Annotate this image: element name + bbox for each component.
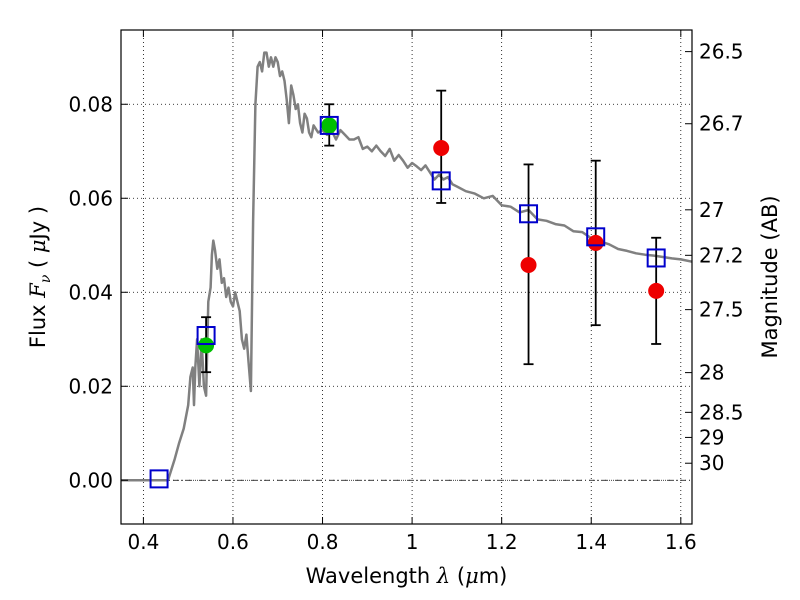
observed-point-nir: [520, 257, 537, 274]
y-tick-label: 0.06: [68, 186, 113, 210]
model-sed-curve: [121, 51, 693, 482]
plot-frame: [120, 29, 693, 525]
observed-point-nir: [433, 139, 450, 156]
model-photometry-point: [586, 227, 606, 247]
observed-point-nir: [587, 234, 604, 251]
observed-points: [198, 117, 665, 354]
observed-point-optical: [321, 117, 338, 134]
y2-tick-label: 29: [699, 425, 724, 449]
axis-titles: Wavelength λ (μm) Flux Fν ( μJy ) Magnitud…: [26, 195, 782, 588]
y-axis-title: Flux Fν ( μJy ): [26, 206, 54, 348]
model-photometry-point: [431, 171, 451, 191]
y2-axis-title: Magnitude (AB): [758, 195, 782, 358]
model-photometry-point: [149, 469, 169, 489]
y-tick-label: 0.08: [68, 92, 113, 116]
y-tick-label: 0.00: [68, 468, 113, 492]
y2-tick-label: 27.5: [699, 298, 744, 322]
model-photometry-point: [319, 115, 339, 135]
model-photometry-point: [196, 326, 216, 346]
x-tick-label: 1.6: [665, 530, 697, 554]
x-tick-label: 0.4: [127, 530, 159, 554]
model-sed-layer: [121, 51, 693, 482]
axis-ticks: [121, 30, 692, 524]
model-photometry-point: [646, 248, 666, 268]
y2-tick-label: 27: [699, 198, 724, 222]
x-tick-label: 1.2: [486, 530, 518, 554]
y2-tick-label: 26.7: [699, 112, 744, 136]
y2-tick-label: 26.5: [699, 40, 744, 64]
y2-tick-label: 28.5: [699, 400, 744, 424]
y2-tick-label: 30: [699, 451, 724, 475]
y2-tick-label: 28: [699, 361, 724, 385]
observed-point-optical: [198, 337, 215, 354]
x-tick-label: 0.8: [307, 530, 339, 554]
y-tick-label: 0.02: [68, 374, 113, 398]
x-tick-label: 1.4: [575, 530, 607, 554]
model-photometry-point: [519, 204, 539, 224]
tick-labels: 0.4 0.6 0.8 1 1.2 1.4 1.6 0.00 0.02 0.04 0.06 0.08 2…: [68, 40, 743, 554]
x-tick-label: 0.6: [217, 530, 249, 554]
x-axis-title: Wavelength λ (μm): [306, 564, 508, 588]
y2-tick-label: 27.2: [699, 243, 744, 267]
observed-point-nir: [648, 282, 665, 299]
model-photometry-points: [149, 115, 666, 489]
x-tick-label: 1: [406, 530, 419, 554]
y-tick-label: 0.04: [68, 280, 113, 304]
